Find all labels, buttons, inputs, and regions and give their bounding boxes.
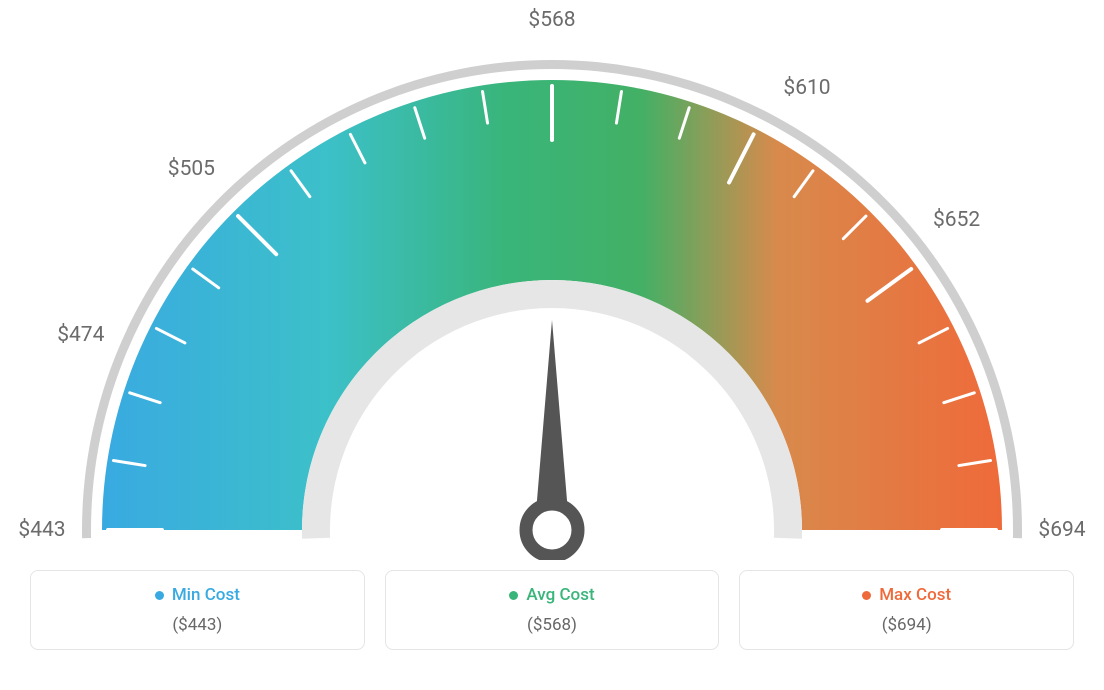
legend-title-min: Min Cost xyxy=(172,585,240,605)
legend-dot-avg xyxy=(509,591,518,600)
legend-title-row-avg: Avg Cost xyxy=(386,585,719,605)
legend-card-max: Max Cost ($694) xyxy=(739,570,1074,650)
legend-title-row-min: Min Cost xyxy=(31,585,364,605)
legend-title-avg: Avg Cost xyxy=(526,585,594,605)
legend-dot-min xyxy=(155,591,164,600)
gauge-tick-label: $474 xyxy=(57,323,104,347)
gauge-svg xyxy=(0,0,1104,560)
gauge-tick-label: $694 xyxy=(1038,518,1085,542)
gauge-tick-label: $568 xyxy=(528,8,575,32)
gauge-tick-label: $652 xyxy=(933,208,980,232)
gauge-tick-label: $505 xyxy=(168,157,215,181)
legend-card-avg: Avg Cost ($568) xyxy=(385,570,720,650)
gauge-tick-label: $610 xyxy=(783,76,830,100)
legend-row: Min Cost ($443) Avg Cost ($568) Max Cost… xyxy=(0,570,1104,650)
legend-dot-max xyxy=(862,591,871,600)
gauge-needle-hub xyxy=(526,504,578,556)
cost-gauge-chart: $443 $474 $505 $568 $610 $652 $694 Min Cost ($… xyxy=(0,0,1104,690)
gauge-tick-label: $443 xyxy=(18,518,65,542)
legend-title-row-max: Max Cost xyxy=(740,585,1073,605)
legend-value-avg: ($568) xyxy=(386,615,719,635)
legend-title-max: Max Cost xyxy=(879,585,951,605)
gauge-area: $443 $474 $505 $568 $610 $652 $694 xyxy=(0,0,1104,560)
legend-value-max: ($694) xyxy=(740,615,1073,635)
legend-card-min: Min Cost ($443) xyxy=(30,570,365,650)
legend-value-min: ($443) xyxy=(31,615,364,635)
